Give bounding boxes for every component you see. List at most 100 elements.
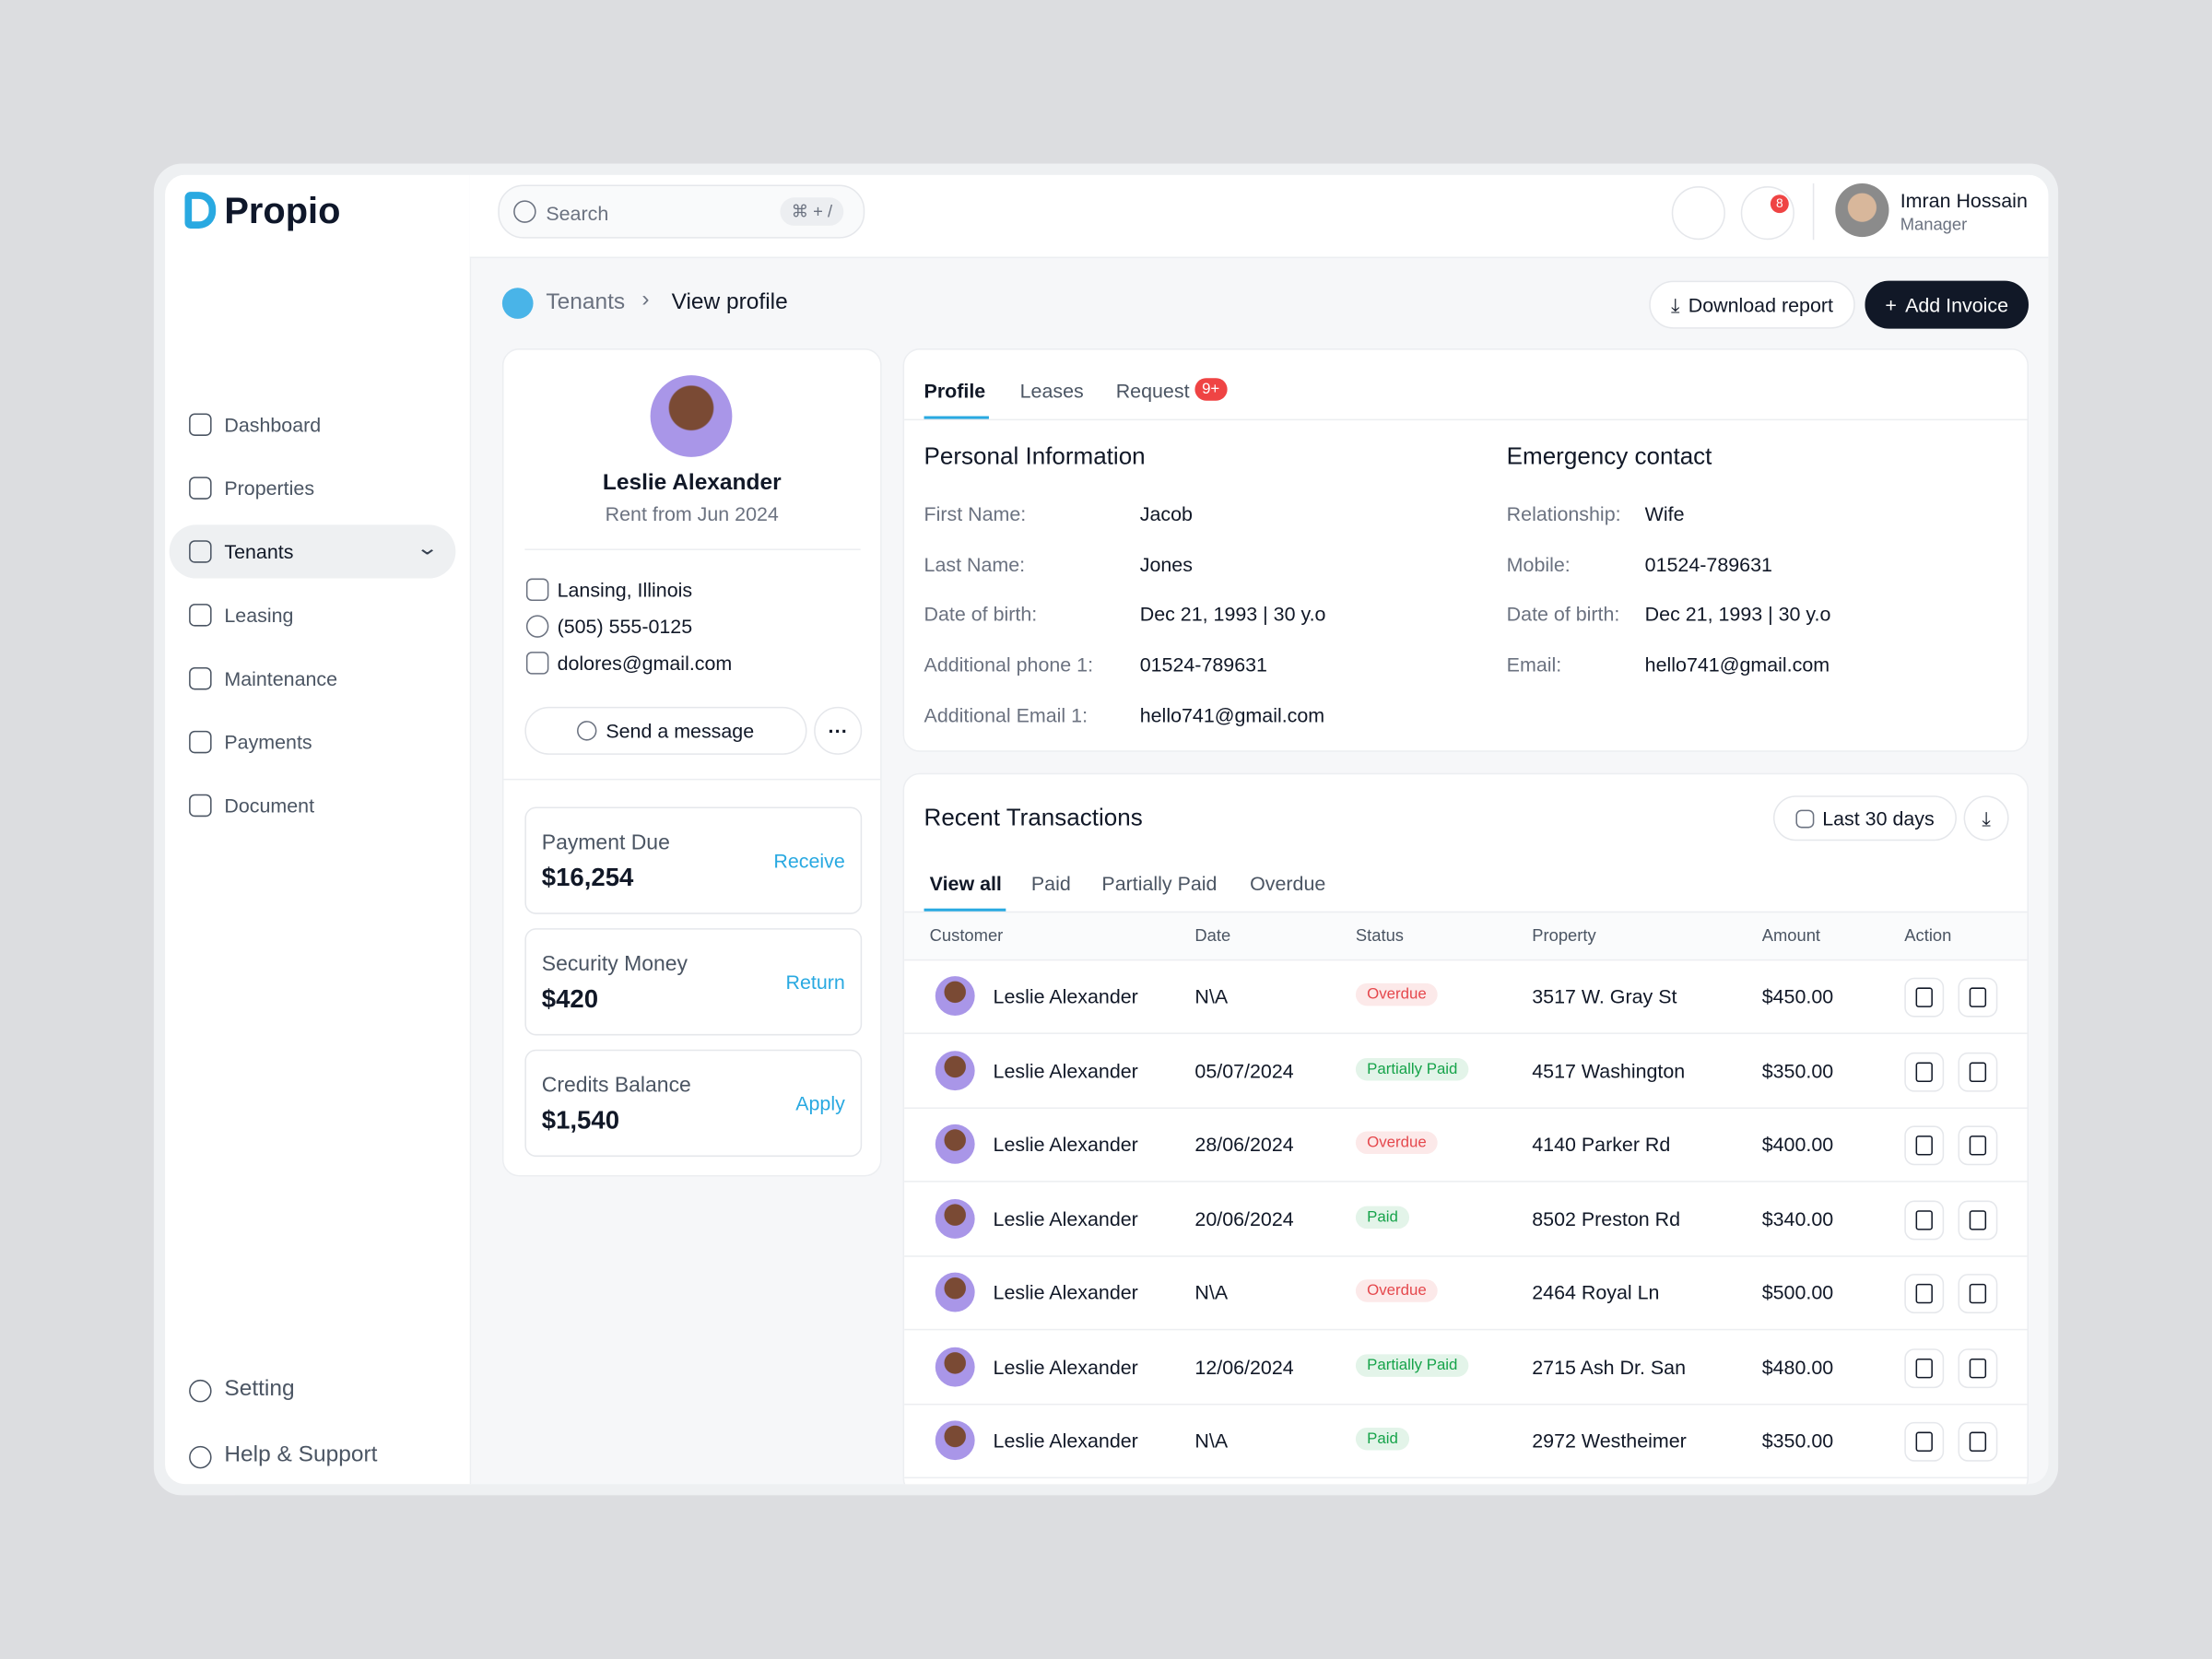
column-header: Property xyxy=(1532,925,1596,946)
logo-mark xyxy=(184,192,217,229)
filter-tab[interactable]: Paid xyxy=(1030,871,1071,895)
status-badge: Overdue xyxy=(1355,1279,1438,1302)
date: 05/07/2024 xyxy=(1194,1058,1294,1082)
table-row: Leslie Alexander 05/07/2024 Partially Paid… xyxy=(904,1033,2028,1109)
property: 4517 Washington xyxy=(1532,1058,1686,1082)
field-label: Date of birth: xyxy=(924,603,1038,626)
profile-phone: (505) 555-0125 xyxy=(525,615,693,638)
filter-tab[interactable]: Partially Paid xyxy=(1101,871,1218,895)
nav-item[interactable]: Document xyxy=(170,779,456,832)
more-button[interactable]: ··· xyxy=(814,706,863,755)
delete-button[interactable] xyxy=(1958,1199,1998,1240)
delete-button[interactable] xyxy=(1958,1347,1998,1388)
customer-name: Leslie Alexander xyxy=(993,1058,1138,1082)
tab[interactable]: Leases xyxy=(1019,379,1084,403)
edit-button[interactable] xyxy=(1904,1274,1945,1313)
nav-item[interactable]: Maintenance xyxy=(170,652,456,705)
nav-item[interactable]: Setting xyxy=(170,1364,456,1418)
search-box[interactable]: Search ⌘ + / xyxy=(498,184,865,239)
info-card: Personal Information Emergency contact P… xyxy=(902,348,2030,752)
status-badge: Overdue xyxy=(1355,982,1438,1006)
status-badge: Partially Paid xyxy=(1355,1353,1469,1377)
filter-underline xyxy=(924,908,1006,912)
delete-button[interactable] xyxy=(1958,1052,1998,1091)
search-icon xyxy=(513,200,536,223)
delete-button[interactable] xyxy=(1958,1421,1998,1462)
nav-item[interactable]: Dashboard xyxy=(170,398,456,452)
add-invoice-button[interactable]: + Add Invoice xyxy=(1865,280,2030,329)
phone-text: (505) 555-0125 xyxy=(557,615,693,638)
nav-item[interactable]: Properties xyxy=(170,462,456,515)
notification-button[interactable]: 8 xyxy=(1740,186,1794,241)
delete-button[interactable] xyxy=(1958,1274,1998,1313)
nav-item[interactable]: Leasing xyxy=(170,588,456,641)
field-label: Date of birth: xyxy=(1506,603,1620,626)
export-button[interactable]: ⤓ xyxy=(1963,795,2009,841)
nav-label: Document xyxy=(224,794,315,818)
field-label: Additional phone 1: xyxy=(924,653,1094,677)
column-header: Action xyxy=(1904,925,1952,946)
download-icon: ⤓ xyxy=(1671,292,1680,316)
balance-amount: $420 xyxy=(541,984,599,1013)
nav-item[interactable]: Tenants ⌄ xyxy=(169,524,456,579)
amount: $400.00 xyxy=(1761,1133,1834,1156)
user-avatar[interactable] xyxy=(1835,182,1889,238)
table-row: Leslie Alexander 28/06/2024 Overdue 4140 Pa… xyxy=(904,1108,2028,1182)
breadcrumb-icon xyxy=(501,288,534,319)
amount: $350.00 xyxy=(1761,1429,1834,1452)
edit-button[interactable] xyxy=(1904,1421,1945,1462)
field-value: 01524-789631 xyxy=(1139,653,1267,677)
breadcrumb-parent[interactable]: Tenants xyxy=(546,290,626,315)
amount: $350.00 xyxy=(1761,1058,1834,1082)
tab[interactable]: Request xyxy=(1115,379,1190,403)
sidebar: Propio Dashboard Properties Tenants ⌄ Leasin… xyxy=(165,174,472,1485)
table-row: Leslie Alexander 20/06/2024 Paid 8502 Prest… xyxy=(904,1182,2028,1256)
field-value: Dec 21, 1993 | 30 y.o xyxy=(1139,603,1326,626)
calendar-icon xyxy=(1795,808,1815,828)
edit-button[interactable] xyxy=(1904,1199,1945,1240)
table-row: Leslie Alexander 12/06/2024 Partially Paid… xyxy=(904,1330,2028,1405)
filter-tab[interactable]: View all xyxy=(929,871,1002,895)
delete-button[interactable] xyxy=(1958,977,1998,1018)
add-invoice-label: Add Invoice xyxy=(1905,293,2009,316)
field-value: Jacob xyxy=(1139,501,1193,525)
field-label: Email: xyxy=(1506,653,1562,677)
customer-name: Leslie Alexander xyxy=(993,984,1138,1007)
edit-icon xyxy=(1915,1283,1933,1304)
location-text: Lansing, Illinois xyxy=(557,578,693,602)
brand: Propio xyxy=(224,189,341,232)
customer-avatar xyxy=(935,1198,975,1239)
balance-action[interactable]: Receive xyxy=(773,849,845,872)
edit-button[interactable] xyxy=(1904,1347,1945,1388)
delete-icon xyxy=(1969,1358,1987,1378)
date-range-button[interactable]: Last 30 days xyxy=(1772,795,1957,841)
send-message-button[interactable]: Send a message xyxy=(524,706,807,755)
tab[interactable]: Profile xyxy=(924,379,986,403)
transactions-card: Recent Transactions Last 30 days ⤓ View … xyxy=(902,772,2030,1485)
edit-button[interactable] xyxy=(1904,977,1945,1018)
filter-tab[interactable]: Overdue xyxy=(1250,871,1326,895)
field-value: hello741@gmail.com xyxy=(1139,703,1325,726)
user-role: Manager xyxy=(1900,214,1968,235)
notification-count: 8 xyxy=(1770,194,1789,214)
download-report-button[interactable]: ⤓ Download report xyxy=(1649,280,1855,329)
customer-avatar xyxy=(935,976,975,1017)
balance-action[interactable]: Return xyxy=(785,971,845,994)
profile-location: Lansing, Illinois xyxy=(525,578,693,602)
customer-avatar xyxy=(935,1124,975,1164)
chat-button[interactable] xyxy=(1671,186,1725,241)
field-value: Wife xyxy=(1644,501,1685,525)
date: 20/06/2024 xyxy=(1194,1206,1294,1230)
delete-button[interactable] xyxy=(1958,1125,1998,1166)
table-header xyxy=(904,911,2028,961)
edit-button[interactable] xyxy=(1904,1125,1945,1166)
balance-action[interactable]: Apply xyxy=(795,1091,845,1115)
nav-item[interactable]: Help & Support xyxy=(170,1430,456,1484)
profile-since: Rent from Jun 2024 xyxy=(605,501,779,525)
download-label: Download report xyxy=(1688,293,1833,316)
nav-item[interactable]: Payments xyxy=(170,715,456,769)
delete-icon xyxy=(1969,1431,1987,1452)
nav-icon xyxy=(189,413,212,436)
edit-button[interactable] xyxy=(1904,1052,1945,1091)
property: 2715 Ash Dr. San xyxy=(1532,1355,1687,1378)
